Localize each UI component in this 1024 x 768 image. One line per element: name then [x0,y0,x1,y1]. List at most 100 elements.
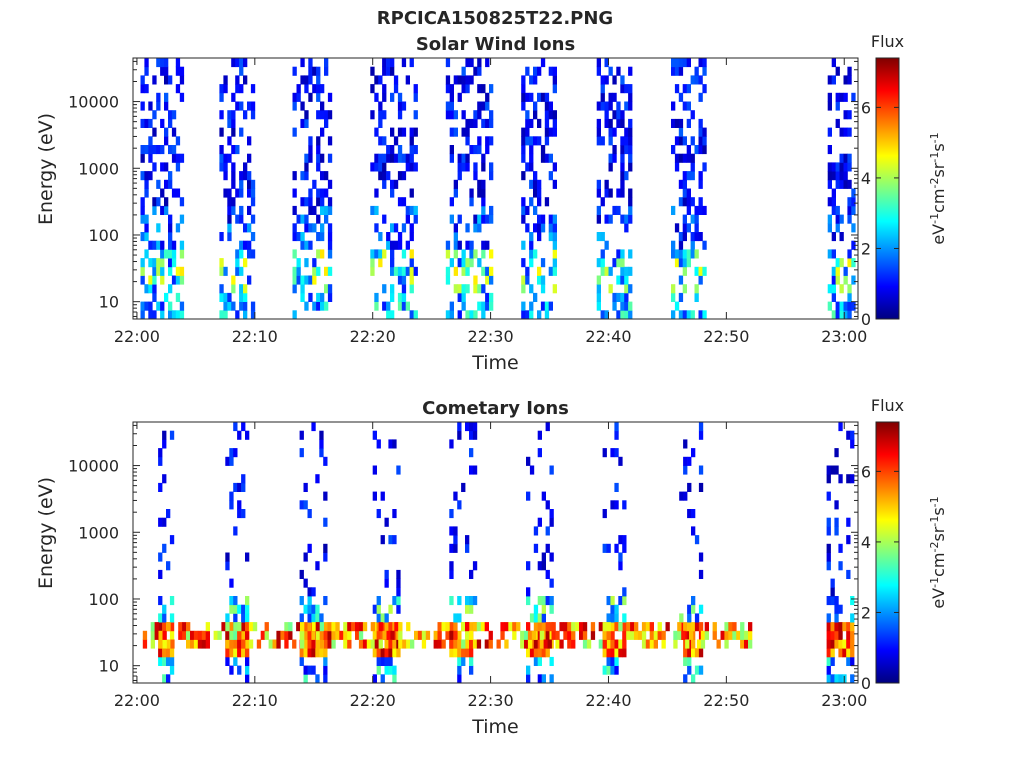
heatmap-cell [219,310,224,320]
heatmap-cell [433,630,438,640]
heatmap-cell [552,162,557,172]
heatmap-cell [162,543,167,553]
heatmap-cell [300,58,305,68]
heatmap-cell [280,630,285,640]
heatmap-cell [449,301,454,311]
heatmap-cell [485,266,490,276]
heatmap-cell [316,66,321,76]
heatmap-cell [320,171,325,181]
heatmap-cell [690,153,695,163]
heatmap-cell [616,188,621,198]
panel-title: Cometary Ions [422,398,569,419]
colorbar-gradient [875,421,900,684]
heatmap-cell [686,223,691,233]
heatmap-cell [148,118,153,128]
heatmap-cell [533,205,538,215]
heatmap-cell [316,145,321,155]
heatmap-cell [231,197,236,207]
heatmap-cell [847,310,852,320]
heatmap-cell [457,648,462,658]
heatmap-cell [537,430,542,440]
heatmap-cell [156,266,161,276]
heatmap-cell [380,648,385,658]
heatmap-cell [148,301,153,311]
heatmap-cell [405,153,410,163]
heatmap-cell [698,465,704,475]
heatmap-cell [691,526,696,536]
heatmap-cell [219,92,224,102]
heatmap-cell [682,58,687,68]
heatmap-cell [457,153,462,163]
heatmap-cell [472,639,478,649]
heatmap-cell [374,188,379,198]
heatmap-cell [477,66,482,76]
heatmap-cell [182,630,187,640]
heatmap-cell [331,630,336,640]
heatmap-cell [575,622,580,632]
heatmap-cell [545,526,550,536]
heatmap-cell [604,266,609,276]
heatmap-cell [596,118,601,128]
heatmap-cell [834,448,839,458]
heatmap-cell [219,153,224,163]
heatmap-cell [521,145,526,155]
heatmap-cell [392,535,397,545]
heatmap-cell [850,622,855,632]
heatmap-cell [698,58,703,68]
heatmap-cell [393,223,399,233]
heatmap-cell [169,622,175,632]
heatmap-cell [308,240,313,250]
heatmap-cell [386,630,391,640]
heatmap-cell [481,162,486,172]
heatmap-cell [366,639,372,649]
heatmap-cell [748,622,753,632]
heatmap-cell [241,622,246,632]
heatmap-cell [300,292,305,302]
heatmap-cell [229,491,234,501]
heatmap-cell [698,665,704,675]
heatmap-cell [628,301,633,311]
heatmap-cell [390,258,395,268]
heatmap-cell [144,84,149,94]
heatmap-cell [384,656,389,666]
heatmap-cell [376,648,381,658]
heatmap-cell [839,171,844,181]
heatmap-cell [370,266,375,276]
heatmap-cell [826,613,831,623]
heatmap-cell [169,656,175,666]
heatmap-cell [393,240,399,250]
heatmap-cell [702,240,707,250]
heatmap-cell [839,301,844,311]
x-tick-label: 22:40 [585,327,631,346]
heatmap-cell [488,630,493,640]
heatmap-cell [616,249,621,259]
heatmap-cell [405,205,410,215]
heatmap-cell [376,604,381,614]
heatmap-cell [689,630,694,640]
heatmap-cell [586,639,592,649]
heatmap-cell [292,310,297,320]
heatmap-cell [378,75,383,85]
heatmap-cell [388,665,393,675]
heatmap-cell [327,639,332,649]
heatmap-cell [179,66,185,76]
heatmap-cell [152,75,157,85]
heatmap-cell [223,292,228,302]
heatmap-cell [842,639,847,649]
heatmap-cell [537,188,542,198]
heatmap-cell [679,613,684,623]
heatmap-cell [529,179,534,189]
heatmap-cell [826,465,831,475]
heatmap-cell [384,517,389,527]
heatmap-cell [324,110,329,120]
heatmap-cell [376,665,381,675]
heatmap-cell [477,214,482,224]
heatmap-cell [563,630,568,640]
heatmap-cell [235,249,240,259]
heatmap-cell [384,578,389,588]
heatmap-cell [851,240,856,250]
heatmap-cell [529,284,534,294]
heatmap-cell [382,171,387,181]
heatmap-cell [393,153,399,163]
heatmap-cell [372,430,377,440]
